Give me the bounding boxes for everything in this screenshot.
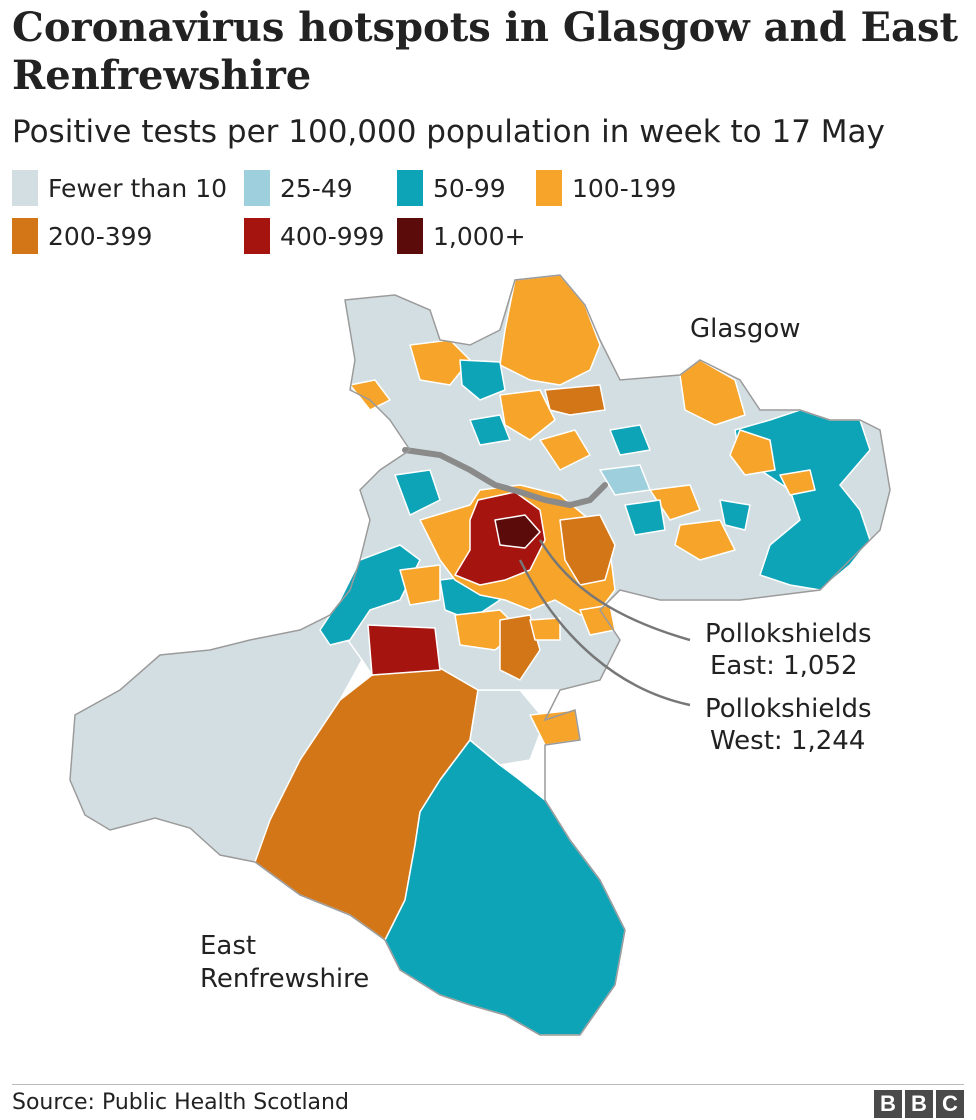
legend-swatch bbox=[536, 170, 562, 206]
bbc-logo-letter: B bbox=[905, 1090, 933, 1118]
bbc-logo-letter: B bbox=[874, 1090, 902, 1118]
legend-item-50-99: 50-99 bbox=[397, 170, 506, 206]
area-darkest bbox=[494, 514, 541, 549]
area-north-teal bbox=[459, 359, 506, 401]
area-central-orange-5 bbox=[529, 617, 561, 641]
callout-west-line1: Pollokshields bbox=[705, 694, 872, 724]
legend-label: 50-99 bbox=[433, 173, 506, 203]
area-east-teal-3 bbox=[719, 499, 751, 531]
area-red-west bbox=[367, 624, 441, 676]
callout-line-east bbox=[538, 539, 691, 642]
map-svg bbox=[69, 274, 891, 1036]
area-east-orange-3 bbox=[649, 484, 701, 521]
area-east-orange-4 bbox=[674, 519, 736, 561]
label-east-renfrewshire-line1: East bbox=[200, 931, 257, 961]
legend-swatch bbox=[397, 218, 423, 254]
legend-item-1000-plus: 1,000+ bbox=[397, 218, 526, 254]
bbc-logo: B B C bbox=[874, 1090, 964, 1118]
area-north-teal-2 bbox=[469, 414, 511, 446]
legend-swatch bbox=[244, 218, 270, 254]
area-east-orange bbox=[729, 429, 776, 476]
legend-label: 100-199 bbox=[572, 173, 677, 203]
legend-swatch bbox=[397, 170, 423, 206]
legend-item-100-199: 100-199 bbox=[536, 170, 676, 206]
legend-swatch bbox=[12, 218, 38, 254]
area-west-teal-2 bbox=[394, 469, 441, 516]
footer-divider bbox=[12, 1084, 964, 1085]
callout-west-line2: West: 1,244 bbox=[710, 726, 866, 756]
area-central-orange-dark bbox=[559, 514, 616, 586]
callout-east-line2: East: 1,052 bbox=[710, 651, 858, 681]
area-east-orange-2 bbox=[779, 469, 816, 496]
legend-item-400-999: 400-999 bbox=[244, 218, 384, 254]
legend-item-25-49: 25-49 bbox=[244, 170, 353, 206]
area-east-teal-2 bbox=[624, 499, 666, 536]
legend-label: 25-49 bbox=[280, 173, 353, 203]
legend-label: 200-399 bbox=[48, 221, 153, 251]
area-north-orange-4 bbox=[544, 384, 606, 416]
area-north-orange-7 bbox=[539, 429, 591, 471]
legend-item-200-399: 200-399 bbox=[12, 218, 152, 254]
callout-east-line1: Pollokshields bbox=[705, 619, 872, 649]
legend-item-fewer-than-10: Fewer than 10 bbox=[12, 170, 227, 206]
legend-swatch bbox=[12, 170, 38, 206]
legend-label: Fewer than 10 bbox=[48, 173, 228, 203]
area-north-teal-3 bbox=[609, 424, 651, 456]
legend: Fewer than 10 25-49 50-99 100-199 200-39… bbox=[12, 170, 952, 260]
area-north-orange-5 bbox=[499, 389, 556, 441]
area-east-lightblue bbox=[599, 464, 651, 496]
area-central-orange-6 bbox=[579, 604, 616, 636]
legend-label: 1,000+ bbox=[433, 221, 526, 251]
bbc-logo-letter: C bbox=[936, 1090, 964, 1118]
river-clyde bbox=[402, 447, 608, 509]
area-central-orange-2 bbox=[399, 564, 441, 606]
label-glasgow: Glasgow bbox=[690, 314, 801, 344]
area-north-orange-6 bbox=[349, 379, 391, 411]
legend-swatch bbox=[244, 170, 270, 206]
area-central-orange-4 bbox=[499, 614, 541, 681]
chart-subtitle: Positive tests per 100,000 population in… bbox=[12, 114, 885, 150]
area-north-orange bbox=[499, 274, 601, 386]
source-note: Source: Public Health Scotland bbox=[12, 1090, 349, 1115]
callout-line-west bbox=[518, 559, 691, 707]
choropleth-map: Glasgow East Renfrewshire Pollokshields … bbox=[0, 260, 976, 1080]
chart-title: Coronavirus hotspots in Glasgow and East… bbox=[12, 4, 958, 99]
map-outline bbox=[69, 274, 891, 1036]
legend-label: 400-999 bbox=[280, 221, 385, 251]
label-east-renfrewshire-line2: Renfrewshire bbox=[200, 964, 370, 994]
